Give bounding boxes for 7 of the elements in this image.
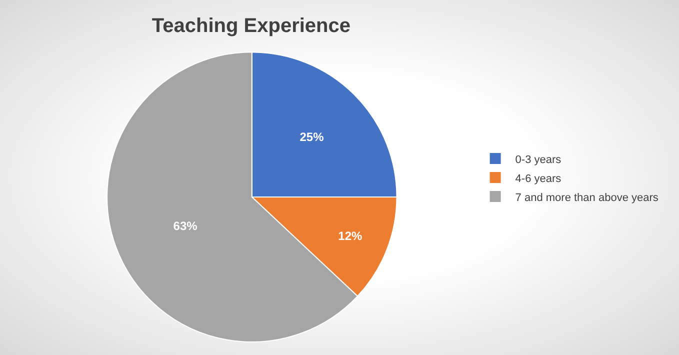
data-label: 25% (300, 130, 324, 144)
legend-label: 7 and more than above years (515, 192, 659, 204)
legend-label: 4-6 years (515, 172, 562, 185)
data-label: 63% (173, 218, 198, 233)
chart-title: Teaching Experience (152, 14, 351, 37)
legend-label: 0-3 years (515, 154, 562, 166)
data-label: 12% (338, 228, 363, 243)
